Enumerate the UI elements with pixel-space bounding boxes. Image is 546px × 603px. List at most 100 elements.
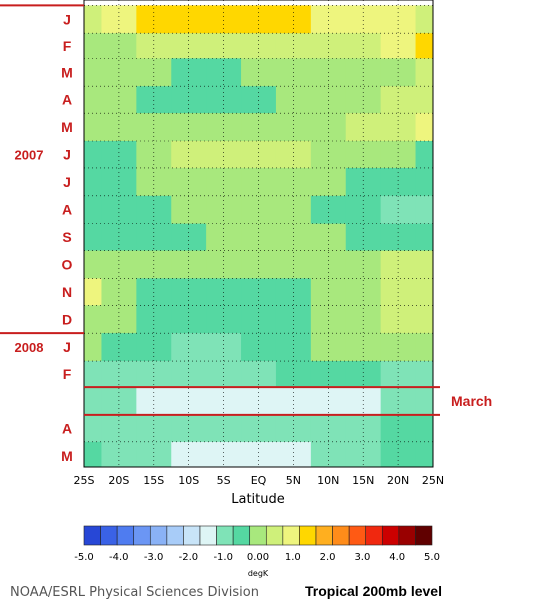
- heatmap-cells: [84, 5, 434, 468]
- heatmap-cell: [84, 223, 102, 252]
- heatmap-cell: [101, 361, 137, 388]
- year-label: 2007: [15, 147, 44, 162]
- heatmap-cell: [206, 113, 242, 142]
- heatmap-cell: [241, 33, 277, 59]
- heatmap-cell: [275, 113, 312, 142]
- colorbar-swatch: [282, 525, 300, 546]
- month-label: J: [63, 146, 71, 162]
- x-tick-label: 10N: [317, 474, 339, 487]
- heatmap-cell: [101, 333, 137, 362]
- colorbar-swatches: [83, 525, 433, 546]
- heatmap-cell: [206, 5, 242, 34]
- heatmap-cell: [171, 223, 207, 252]
- heatmap-cell: [206, 387, 242, 416]
- month-label: J: [63, 174, 71, 190]
- heatmap-cell: [275, 441, 312, 468]
- heatmap-cell: [84, 140, 102, 169]
- heatmap-cell: [241, 333, 277, 362]
- heatmap-cell: [171, 5, 207, 34]
- x-tick-label: 20S: [108, 474, 129, 487]
- chart-title: Tropical 200mb level: [305, 583, 442, 599]
- month-label: N: [62, 284, 72, 300]
- heatmap-cell: [241, 441, 277, 468]
- heatmap-cell: [275, 33, 312, 59]
- heatmap-cell: [206, 441, 242, 468]
- heatmap-cell: [415, 195, 434, 225]
- colorbar-swatch: [415, 525, 433, 546]
- month-label: A: [62, 92, 72, 108]
- heatmap-cell: [241, 113, 277, 142]
- colorbar-unit: degK: [248, 569, 269, 578]
- month-label: M: [61, 448, 73, 464]
- heatmap-cell: [415, 333, 434, 362]
- heatmap-cell: [171, 86, 207, 114]
- colorbar-tick-label: -5.0: [74, 552, 94, 563]
- colorbar-swatch: [199, 525, 217, 546]
- heatmap-cell: [345, 361, 382, 388]
- colorbar-tick-label: 5.0: [424, 552, 440, 563]
- heatmap-cell: [206, 140, 242, 169]
- heatmap-cell: [415, 414, 434, 443]
- colorbar-tick-label: -2.0: [179, 552, 199, 563]
- heatmap-cell: [310, 113, 347, 142]
- x-tick-label: 10S: [178, 474, 199, 487]
- colorbar-swatch: [265, 525, 284, 546]
- heatmap-cell: [415, 361, 434, 388]
- heatmap-cell: [380, 333, 417, 362]
- heatmap-cell: [101, 140, 137, 169]
- heatmap-cell: [136, 333, 172, 362]
- heatmap-cell: [136, 305, 172, 334]
- heatmap-cell: [136, 361, 172, 388]
- month-label: M: [61, 119, 73, 135]
- heatmap-cell: [345, 113, 382, 142]
- month-label: A: [62, 420, 72, 436]
- heatmap-cell: [241, 223, 277, 252]
- month-label: F: [63, 366, 72, 382]
- heatmap-cell: [380, 5, 417, 34]
- heatmap-cell: [310, 33, 347, 59]
- heatmap-cell: [345, 387, 382, 416]
- colorbar-tick-label: 3.0: [354, 552, 370, 563]
- heatmap-cell: [136, 223, 172, 252]
- colorbar-swatch: [365, 525, 383, 546]
- plot-frame: [83, 0, 434, 468]
- year-label: 2008: [15, 340, 44, 355]
- heatmap-cell: [415, 441, 434, 468]
- heatmap-cell: [101, 223, 137, 252]
- colorbar-tick-label: -4.0: [109, 552, 129, 563]
- heatmap-cell: [380, 305, 417, 334]
- month-label: D: [62, 311, 72, 327]
- heatmap-cell: [84, 278, 102, 306]
- heatmap-cell: [101, 387, 137, 416]
- heatmap-cell: [136, 113, 172, 142]
- heatmap-cell: [206, 361, 242, 388]
- highlight-label: March: [451, 393, 492, 409]
- month-label: S: [62, 229, 71, 245]
- heatmap-cell: [84, 58, 102, 87]
- heatmap-cell: [206, 86, 242, 114]
- heatmap-cell: [171, 441, 207, 468]
- heatmap-cell: [171, 305, 207, 334]
- heatmap-cell: [171, 113, 207, 142]
- colorbar-swatch: [398, 525, 416, 546]
- heatmap-cell: [310, 441, 347, 468]
- x-tick-label: 15S: [143, 474, 164, 487]
- colorbar-swatch: [166, 525, 184, 546]
- heatmap-cell: [415, 305, 434, 334]
- heatmap-cell: [415, 86, 434, 114]
- colorbar-tick-label: -3.0: [144, 552, 164, 563]
- heatmap-cell: [310, 361, 347, 388]
- month-label: M: [61, 64, 73, 80]
- heatmap-cell: [241, 305, 277, 334]
- heatmap-cell: [84, 361, 102, 388]
- x-tick-label: 15N: [352, 474, 374, 487]
- month-label: A: [62, 202, 72, 218]
- colorbar-swatch: [299, 525, 317, 546]
- heatmap-cell: [345, 86, 382, 114]
- heatmap-cell: [241, 140, 277, 169]
- heatmap-cell: [84, 167, 102, 197]
- colorbar-swatch: [133, 525, 151, 546]
- x-tick-label: 20N: [387, 474, 409, 487]
- heatmap-cell: [275, 333, 312, 362]
- colorbar-swatch: [348, 525, 367, 546]
